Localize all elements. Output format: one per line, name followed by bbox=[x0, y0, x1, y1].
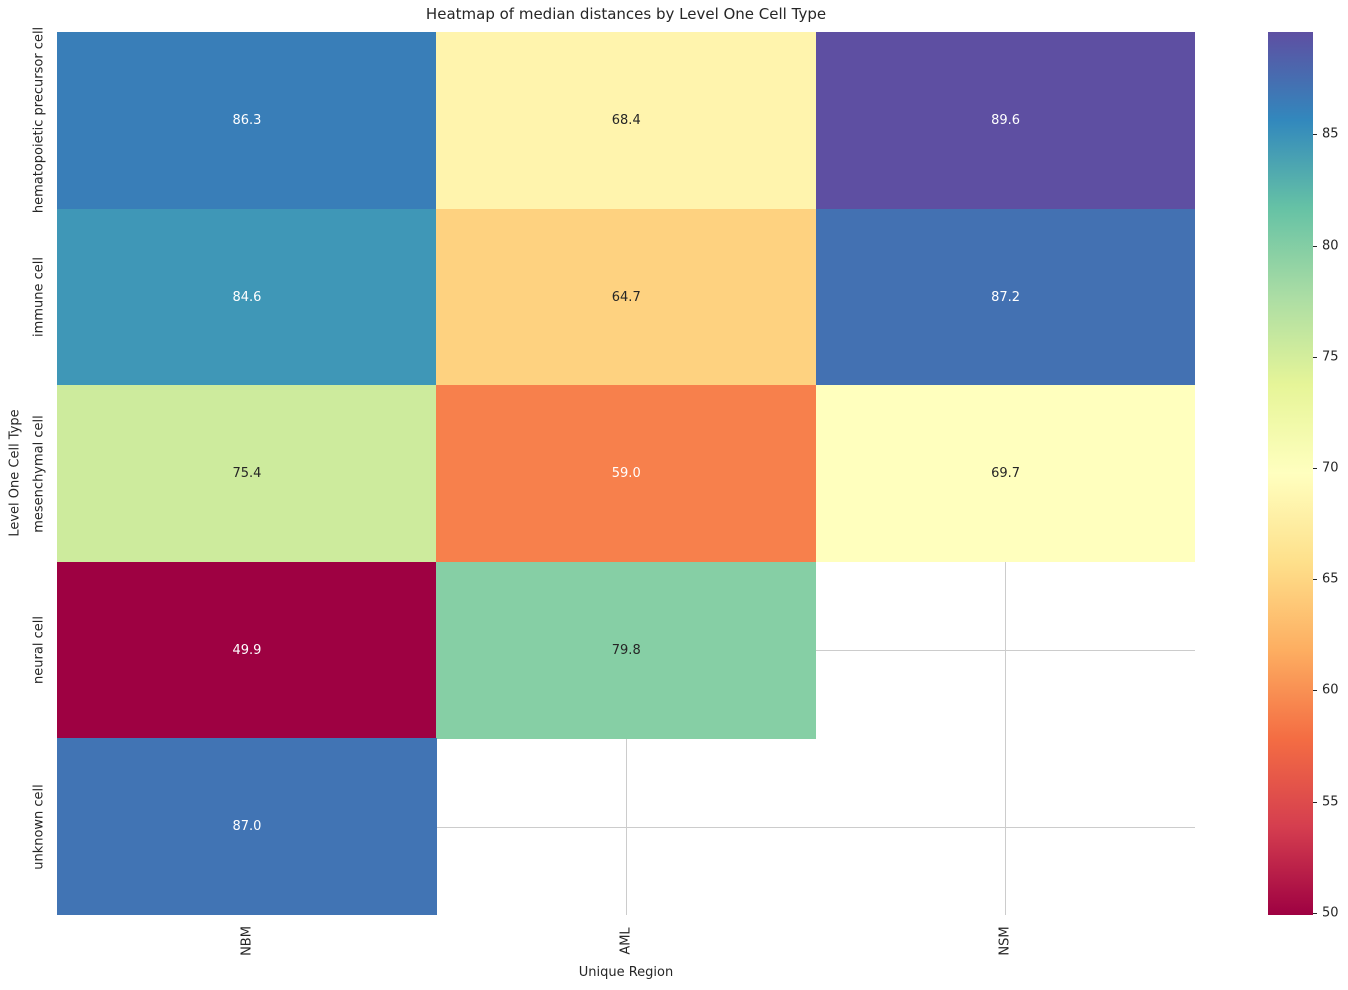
x-tick-label: AML bbox=[618, 927, 634, 955]
y-tick-label: neural cell bbox=[31, 616, 47, 685]
y-axis-label: Level One Cell Type bbox=[7, 409, 23, 537]
heatmap-cell: 87.2 bbox=[815, 208, 1196, 386]
heatmap-cell: 87.0 bbox=[57, 738, 437, 916]
heatmap-axes: 86.3 68.4 89.6 84.6 64.7 87.2 75.4 59.0 69.7 49.9… bbox=[57, 32, 1196, 916]
cell-value: 84.6 bbox=[232, 289, 262, 305]
heatmap-cell: 69.7 bbox=[815, 385, 1196, 563]
cell-value: 64.7 bbox=[611, 289, 641, 305]
cell-value: 89.6 bbox=[991, 113, 1021, 129]
y-tick-label: immune cell bbox=[31, 256, 47, 337]
colorbar-tick bbox=[1313, 134, 1317, 136]
heatmap-cell: 68.4 bbox=[436, 32, 817, 210]
colorbar-tick bbox=[1313, 801, 1317, 803]
heatmap-cell: 59.0 bbox=[436, 385, 817, 563]
colorbar-tick-label: 70 bbox=[1322, 460, 1339, 476]
colorbar-tick bbox=[1313, 356, 1317, 358]
heatmap-cell: 84.6 bbox=[57, 208, 437, 386]
cell-value: 87.0 bbox=[232, 819, 262, 835]
colorbar-tick bbox=[1313, 912, 1317, 914]
heatmap-cell: 79.8 bbox=[436, 561, 817, 739]
colorbar: 50 55 60 65 70 75 80 85 bbox=[1268, 32, 1339, 920]
colorbar-tick-label: 50 bbox=[1322, 905, 1339, 921]
chart-title: Heatmap of median distances by Level One… bbox=[425, 5, 827, 23]
cell-value: 49.9 bbox=[232, 642, 262, 658]
colorbar-tick bbox=[1313, 467, 1317, 469]
x-tick-label: NSM bbox=[997, 926, 1013, 956]
colorbar-tick-label: 65 bbox=[1322, 571, 1339, 587]
y-tick-label: mesenchymal cell bbox=[31, 414, 47, 533]
heatmap-cell: 89.6 bbox=[815, 32, 1196, 210]
heatmap-cell: 64.7 bbox=[436, 208, 817, 386]
colorbar-tick-label: 80 bbox=[1322, 238, 1339, 254]
colorbar-tick-label: 55 bbox=[1322, 794, 1339, 810]
cell-value: 86.3 bbox=[232, 113, 262, 129]
heatmap-cell: 49.9 bbox=[57, 561, 437, 739]
cell-value: 68.4 bbox=[611, 113, 641, 129]
colorbar-tick-label: 75 bbox=[1322, 349, 1339, 365]
gridline bbox=[57, 826, 1195, 828]
colorbar-gradient bbox=[1268, 32, 1313, 915]
colorbar-tick bbox=[1313, 579, 1317, 581]
colorbar-tick bbox=[1313, 245, 1317, 247]
x-tick-label: NBM bbox=[239, 926, 255, 956]
cell-value: 69.7 bbox=[991, 466, 1021, 482]
cell-value: 75.4 bbox=[232, 466, 262, 482]
colorbar-tick bbox=[1313, 690, 1317, 692]
cell-value: 59.0 bbox=[611, 466, 641, 482]
heatmap-cell: 75.4 bbox=[57, 385, 437, 563]
y-tick-label: unknown cell bbox=[31, 783, 47, 870]
colorbar-tick-label: 60 bbox=[1322, 682, 1339, 698]
x-axis-label: Unique Region bbox=[578, 965, 674, 980]
colorbar-tick-label: 85 bbox=[1322, 126, 1339, 142]
cell-value: 87.2 bbox=[991, 289, 1021, 305]
y-tick-label: hematopoietic precursor cell bbox=[31, 27, 47, 214]
heatmap-cell: 86.3 bbox=[57, 32, 437, 210]
cell-value: 79.8 bbox=[611, 642, 641, 658]
